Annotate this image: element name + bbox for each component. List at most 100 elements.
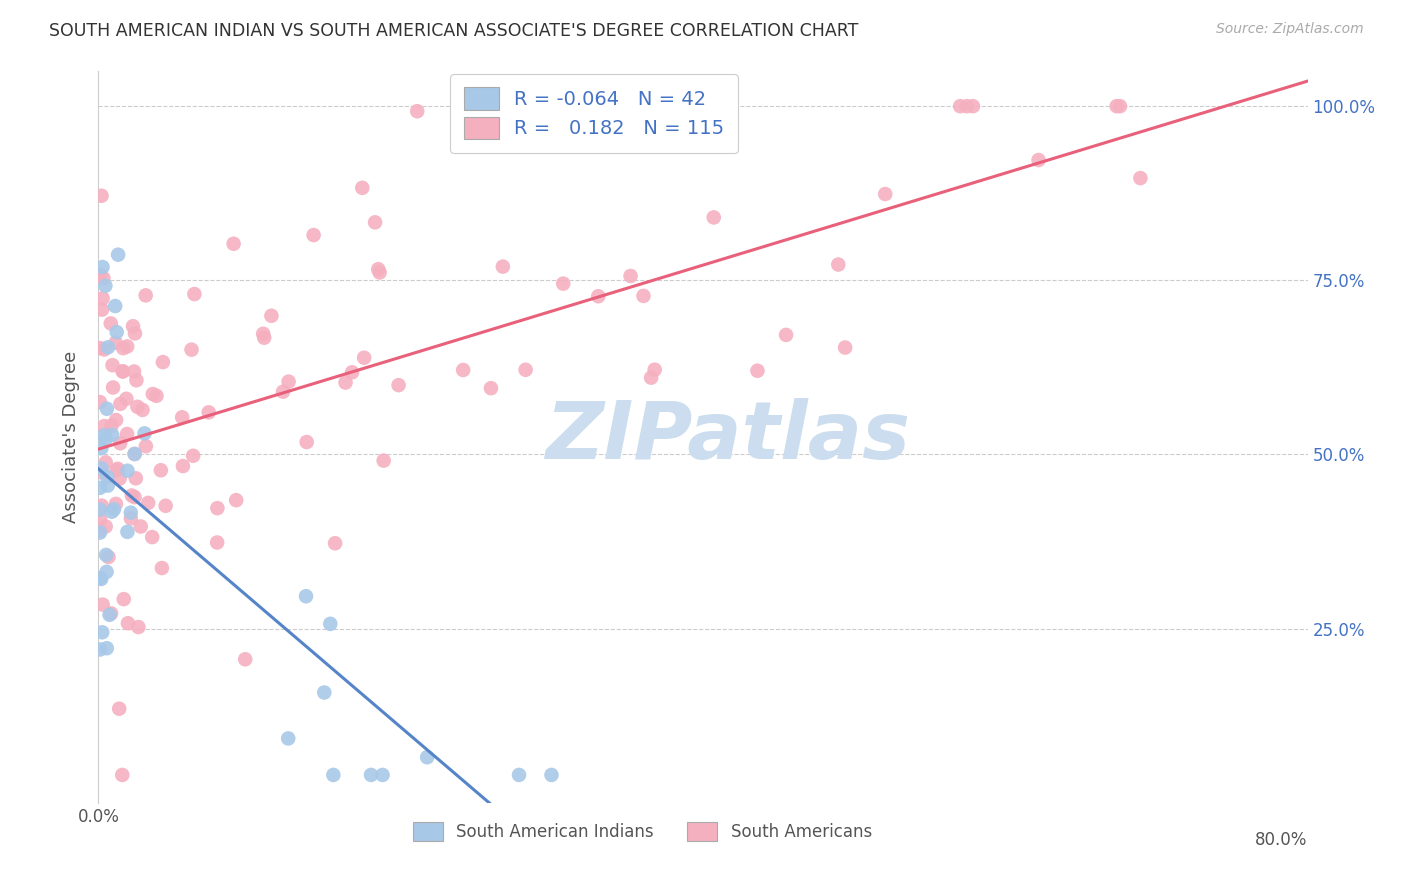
Point (96, 401, 118, 416)
Point (271, 384, 294, 399)
Point (93, 419, 115, 434)
Point (252, 326, 274, 341)
Point (90, 499, 112, 513)
Point (90, 572, 112, 586)
Point (406, 104, 429, 119)
Point (253, 331, 276, 345)
Text: Source: ZipAtlas.com: Source: ZipAtlas.com (1216, 22, 1364, 37)
Point (416, 750, 439, 764)
Point (205, 535, 228, 549)
Point (619, 268, 641, 283)
Text: 80.0%: 80.0% (1256, 830, 1308, 848)
Point (183, 287, 205, 301)
Point (152, 355, 174, 369)
Point (277, 375, 299, 389)
Point (323, 536, 346, 550)
Point (540, 768, 562, 782)
Point (104, 299, 127, 313)
Point (703, 211, 725, 225)
Point (492, 260, 515, 274)
Point (127, 620, 149, 634)
Point (91, 598, 114, 612)
Point (93, 343, 115, 357)
Point (353, 351, 375, 365)
Point (277, 731, 299, 746)
Point (108, 436, 131, 450)
Point (122, 319, 145, 334)
Legend: South American Indians, South Americans: South American Indians, South Americans (405, 814, 880, 849)
Point (588, 289, 610, 303)
Point (834, 341, 856, 355)
Point (207, 501, 229, 516)
Point (515, 363, 537, 377)
Point (89, 268, 111, 282)
Point (827, 258, 849, 272)
Point (775, 327, 797, 342)
Point (105, 325, 128, 339)
Point (115, 339, 138, 353)
Point (373, 453, 395, 467)
Point (89, 512, 111, 526)
Point (101, 505, 124, 519)
Point (314, 685, 336, 699)
Point (125, 471, 148, 485)
Point (120, 511, 142, 525)
Point (101, 358, 124, 372)
Point (94, 519, 117, 533)
Point (103, 502, 125, 516)
Point (117, 616, 139, 631)
Point (949, 99, 972, 113)
Point (100, 418, 122, 433)
Point (145, 389, 167, 403)
Point (124, 447, 146, 461)
Point (100, 607, 122, 621)
Point (89, 524, 111, 538)
Point (360, 768, 382, 782)
Point (131, 403, 153, 417)
Point (91, 260, 114, 274)
Point (90, 188, 112, 202)
Point (97, 478, 120, 492)
Point (108, 702, 131, 716)
Point (644, 362, 666, 376)
Point (633, 289, 655, 303)
Point (115, 392, 138, 406)
Point (747, 364, 769, 378)
Point (340, 365, 363, 379)
Point (233, 652, 256, 666)
Point (225, 493, 247, 508)
Point (120, 506, 142, 520)
Point (371, 768, 394, 782)
Point (962, 99, 984, 113)
Point (387, 378, 409, 392)
Point (111, 364, 134, 378)
Point (97, 549, 120, 564)
Point (89, 395, 111, 409)
Point (124, 490, 146, 504)
Point (117, 464, 139, 478)
Point (89, 341, 111, 355)
Point (364, 215, 387, 229)
Point (295, 435, 318, 450)
Point (124, 447, 146, 461)
Point (180, 343, 202, 357)
Point (94, 432, 117, 446)
Point (295, 589, 318, 603)
Point (97, 340, 120, 354)
Point (367, 262, 389, 277)
Point (90, 442, 112, 456)
Point (1109, 99, 1132, 113)
Point (105, 413, 128, 427)
Point (127, 400, 149, 414)
Point (222, 236, 245, 251)
Point (125, 373, 148, 387)
Point (451, 363, 474, 377)
Point (172, 459, 194, 474)
Point (107, 248, 129, 262)
Point (134, 426, 156, 441)
Point (124, 326, 146, 341)
Point (94, 548, 117, 562)
Point (141, 530, 163, 544)
Point (150, 561, 173, 575)
Point (1028, 153, 1050, 167)
